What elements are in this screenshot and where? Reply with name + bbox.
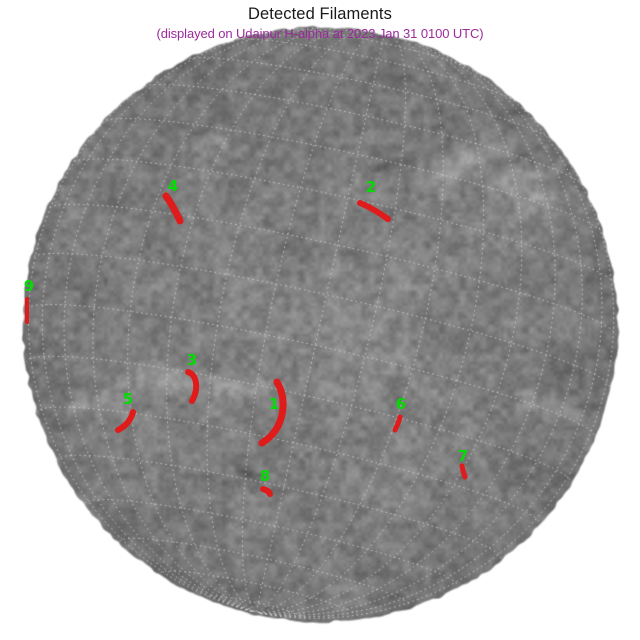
filament-trace-4 — [162, 192, 184, 225]
filament-label-4: 4 — [168, 177, 178, 195]
filament-5[interactable]: 5 — [115, 390, 136, 433]
filament-label-6: 6 — [396, 395, 406, 413]
filament-label-5: 5 — [123, 390, 133, 408]
filament-label-7: 7 — [458, 447, 468, 465]
filament-trace-5 — [115, 409, 136, 433]
filament-6[interactable]: 6 — [392, 395, 406, 433]
filament-trace-6 — [392, 414, 403, 433]
filament-trace-3 — [185, 369, 200, 404]
filament-label-3: 3 — [187, 351, 197, 369]
filament-trace-2 — [357, 200, 391, 222]
filament-trace-1 — [258, 378, 287, 447]
filament-4[interactable]: 4 — [162, 177, 184, 225]
filament-1[interactable]: 1 — [258, 378, 287, 447]
filament-9[interactable]: 9 — [24, 277, 34, 324]
filament-2[interactable]: 2 — [357, 178, 391, 222]
filament-3[interactable]: 3 — [185, 351, 200, 404]
filament-label-1: 1 — [269, 395, 279, 413]
filament-trace-7 — [459, 463, 468, 480]
filament-8[interactable]: 8 — [260, 467, 273, 497]
filament-7[interactable]: 7 — [458, 447, 468, 480]
filament-label-2: 2 — [366, 178, 376, 196]
filament-label-8: 8 — [260, 467, 270, 485]
filament-trace-8 — [260, 486, 273, 497]
filament-label-9: 9 — [24, 277, 34, 295]
